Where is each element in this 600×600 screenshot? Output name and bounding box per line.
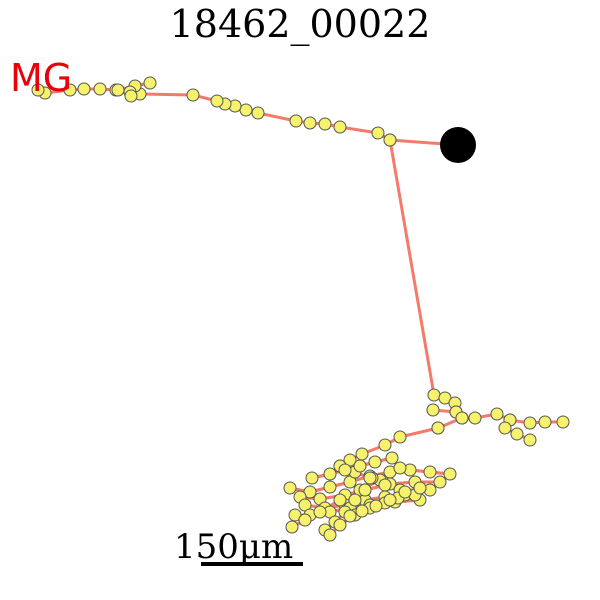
node-marker — [323, 480, 337, 494]
node-marker — [31, 83, 45, 97]
node-marker — [318, 117, 332, 131]
node-marker — [289, 114, 303, 128]
node-marker — [413, 481, 427, 495]
node-marker — [63, 83, 77, 97]
node-markers — [31, 76, 570, 542]
node-marker — [378, 438, 392, 452]
node-marker — [556, 415, 570, 429]
node-marker — [353, 459, 367, 473]
node-marker — [343, 509, 357, 523]
node-marker — [378, 478, 392, 492]
node-marker — [333, 518, 347, 532]
node-marker — [323, 467, 337, 481]
node-marker — [398, 485, 412, 499]
node-marker — [239, 103, 253, 117]
soma — [440, 127, 476, 163]
node-marker — [333, 493, 347, 507]
node-marker — [251, 106, 265, 120]
node-marker — [371, 126, 385, 140]
node-marker — [523, 433, 537, 447]
node-marker — [305, 471, 319, 485]
node-marker — [393, 461, 407, 475]
figure-title: 18462_00022 — [169, 2, 431, 46]
node-marker — [77, 82, 91, 96]
node-marker — [111, 83, 125, 97]
node-marker — [455, 411, 469, 425]
node-marker — [443, 467, 457, 481]
scalebar-label: 150μm — [174, 527, 294, 567]
node-marker — [93, 82, 107, 96]
node-marker — [210, 94, 224, 108]
node-marker — [433, 475, 447, 489]
node-marker — [523, 416, 537, 430]
node-marker — [468, 411, 482, 425]
node-marker — [323, 528, 337, 542]
node-marker — [186, 88, 200, 102]
node-marker — [427, 388, 441, 402]
node-marker — [383, 493, 397, 507]
node-marker — [348, 493, 362, 507]
node-marker — [431, 421, 445, 435]
node-marker — [358, 483, 372, 497]
node-marker — [313, 505, 327, 519]
node-marker — [369, 499, 383, 513]
node-marker — [333, 120, 347, 134]
node-marker — [490, 407, 504, 421]
node-marker — [355, 447, 369, 461]
node-marker — [283, 481, 297, 495]
node-marker — [423, 465, 437, 479]
node-marker — [338, 463, 352, 477]
node-marker — [363, 471, 377, 485]
node-marker — [124, 89, 138, 103]
node-marker — [393, 430, 407, 444]
branch-lines — [36, 81, 565, 537]
node-marker — [383, 133, 397, 147]
node-marker — [355, 504, 369, 518]
node-marker — [285, 520, 299, 534]
node-marker — [385, 451, 399, 465]
node-marker — [538, 415, 552, 429]
node-marker — [368, 455, 382, 469]
node-marker — [143, 76, 157, 90]
node-marker — [498, 421, 512, 435]
node-marker — [298, 513, 312, 527]
node-marker — [426, 403, 440, 417]
region-label: MG — [10, 56, 73, 100]
node-marker — [303, 116, 317, 130]
branch-segment — [388, 138, 565, 425]
node-marker — [510, 427, 524, 441]
